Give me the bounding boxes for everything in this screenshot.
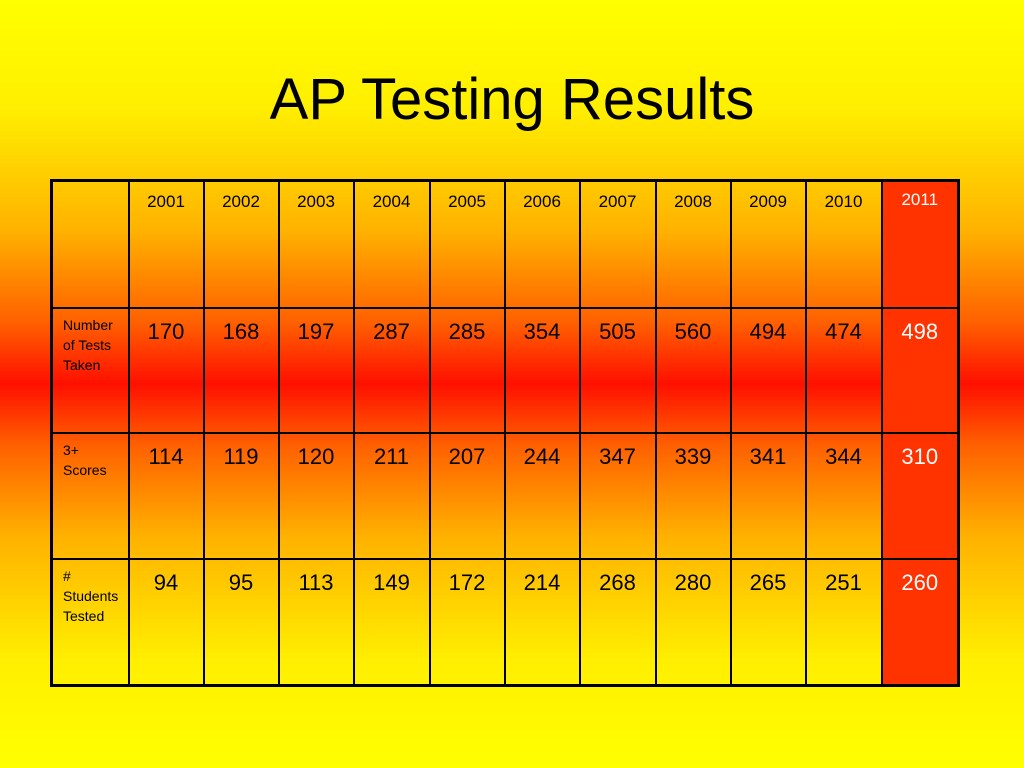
year-header-cell: 2002 (202, 179, 280, 309)
data-cell: 119 (202, 432, 280, 561)
data-cell-highlight: 260 (880, 558, 960, 687)
year-header-cell: 2004 (352, 179, 431, 309)
year-header-cell: 2006 (503, 179, 581, 309)
data-cell: 244 (503, 432, 581, 561)
data-cell: 339 (654, 432, 732, 561)
data-cell: 211 (352, 432, 431, 561)
table-row: Number of Tests Taken 170 168 197 287 28… (50, 306, 960, 435)
row-label: 3+ Scores (50, 432, 130, 561)
data-cell: 170 (127, 306, 205, 435)
data-cell: 251 (804, 558, 883, 687)
data-cell: 280 (654, 558, 732, 687)
table-row: # Students Tested 94 95 113 149 172 214 … (50, 558, 960, 687)
data-cell: 474 (804, 306, 883, 435)
data-cell: 172 (428, 558, 506, 687)
year-header-cell: 2007 (578, 179, 657, 309)
data-cell: 207 (428, 432, 506, 561)
data-cell: 287 (352, 306, 431, 435)
data-cell: 505 (578, 306, 657, 435)
year-header-row: 2001 2002 2003 2004 2005 2006 2007 2008 … (50, 179, 960, 309)
data-cell: 95 (202, 558, 280, 687)
data-cell: 113 (277, 558, 355, 687)
year-header-cell: 2005 (428, 179, 506, 309)
data-cell: 114 (127, 432, 205, 561)
data-cell: 341 (729, 432, 807, 561)
data-cell: 560 (654, 306, 732, 435)
row-label: Number of Tests Taken (50, 306, 130, 435)
data-cell: 265 (729, 558, 807, 687)
data-cell: 285 (428, 306, 506, 435)
slide-title: AP Testing Results (269, 67, 755, 132)
data-cell-highlight: 498 (880, 306, 960, 435)
data-cell: 268 (578, 558, 657, 687)
year-header-cell: 2008 (654, 179, 732, 309)
data-cell: 149 (352, 558, 431, 687)
year-header-cell: 2003 (277, 179, 355, 309)
table-row: 3+ Scores 114 119 120 211 207 244 347 33… (50, 432, 960, 561)
data-cell: 494 (729, 306, 807, 435)
year-header-cell: 2010 (804, 179, 883, 309)
year-header-cell-highlight: 2011 (880, 179, 960, 309)
data-cell: 214 (503, 558, 581, 687)
data-cell-highlight: 310 (880, 432, 960, 561)
data-cell: 344 (804, 432, 883, 561)
year-header-cell: 2001 (127, 179, 205, 309)
corner-cell (50, 179, 130, 309)
row-label: # Students Tested (50, 558, 130, 687)
data-cell: 94 (127, 558, 205, 687)
data-cell: 347 (578, 432, 657, 561)
data-cell: 120 (277, 432, 355, 561)
data-cell: 354 (503, 306, 581, 435)
data-cell: 168 (202, 306, 280, 435)
year-header-cell: 2009 (729, 179, 807, 309)
data-cell: 197 (277, 306, 355, 435)
results-table: 2001 2002 2003 2004 2005 2006 2007 2008 … (50, 179, 960, 687)
